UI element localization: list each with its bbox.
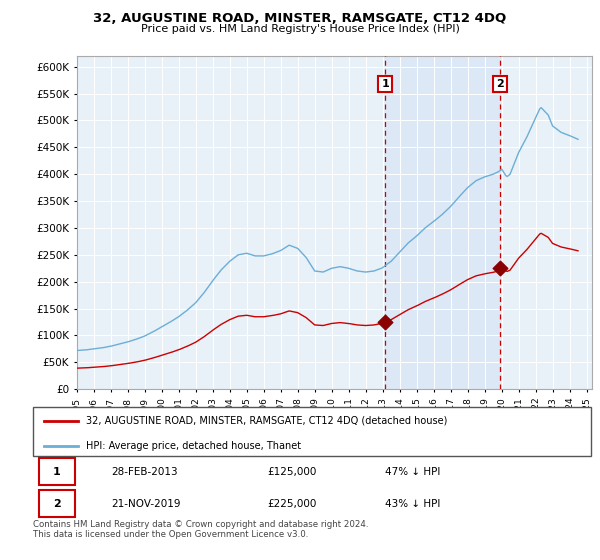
Text: 21-NOV-2019: 21-NOV-2019 — [111, 499, 181, 509]
Text: 32, AUGUSTINE ROAD, MINSTER, RAMSGATE, CT12 4DQ: 32, AUGUSTINE ROAD, MINSTER, RAMSGATE, C… — [94, 12, 506, 25]
Text: 1: 1 — [53, 466, 61, 477]
FancyBboxPatch shape — [38, 491, 75, 517]
Point — [380, 318, 390, 326]
FancyBboxPatch shape — [33, 407, 591, 456]
Text: HPI: Average price, detached house, Thanet: HPI: Average price, detached house, Than… — [86, 441, 301, 451]
Text: 32, AUGUSTINE ROAD, MINSTER, RAMSGATE, CT12 4DQ (detached house): 32, AUGUSTINE ROAD, MINSTER, RAMSGATE, C… — [86, 416, 448, 426]
Text: 28-FEB-2013: 28-FEB-2013 — [111, 466, 178, 477]
Text: £125,000: £125,000 — [268, 466, 317, 477]
Bar — [385, 56, 500, 389]
Text: Contains HM Land Registry data © Crown copyright and database right 2024.
This d: Contains HM Land Registry data © Crown c… — [33, 520, 368, 539]
Text: 2: 2 — [53, 499, 61, 509]
Text: 1: 1 — [381, 80, 389, 90]
Text: £225,000: £225,000 — [268, 499, 317, 509]
Text: 47% ↓ HPI: 47% ↓ HPI — [385, 466, 440, 477]
FancyBboxPatch shape — [38, 458, 75, 485]
Text: Price paid vs. HM Land Registry's House Price Index (HPI): Price paid vs. HM Land Registry's House … — [140, 24, 460, 34]
Point — [495, 264, 505, 273]
Text: 2: 2 — [496, 80, 504, 90]
Text: 43% ↓ HPI: 43% ↓ HPI — [385, 499, 440, 509]
